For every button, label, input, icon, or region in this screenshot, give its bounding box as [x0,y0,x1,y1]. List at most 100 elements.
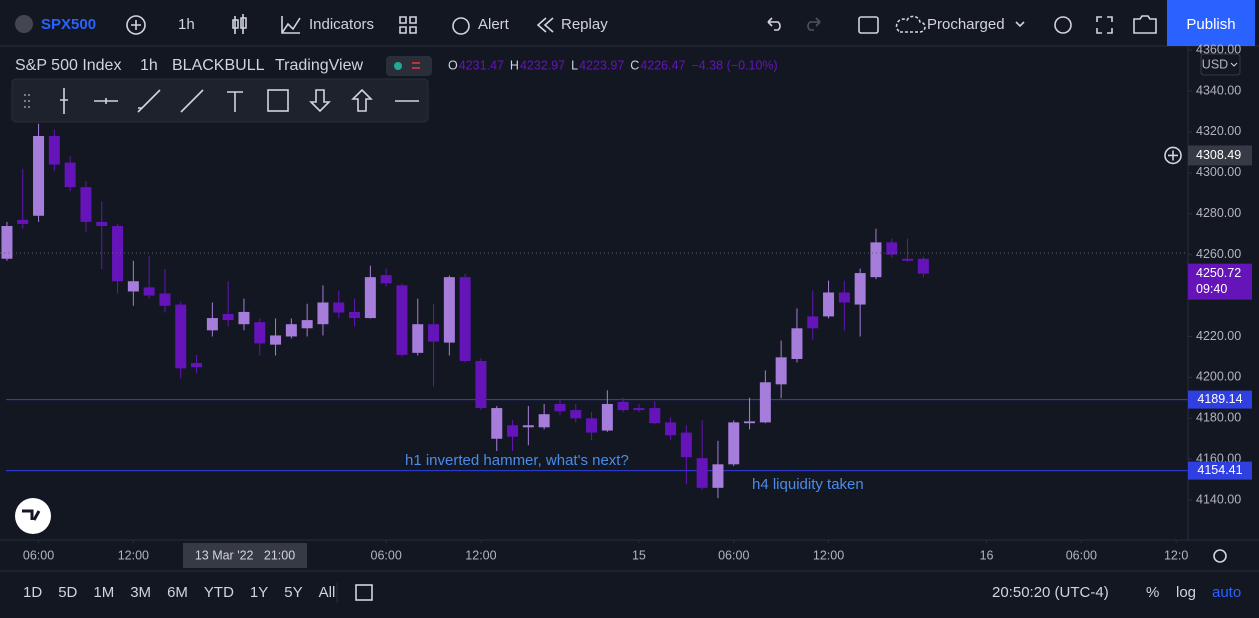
replay-button[interactable]: Replay [561,16,608,33]
ohlc-change: −4.38 (−0.10%) [692,58,778,72]
price-label-bg [1188,461,1252,480]
goto-date[interactable] [355,584,373,601]
range-button[interactable]: YTD [204,584,234,601]
annotation: h1 inverted hammer, what's next? [405,452,629,469]
tool-down[interactable] [309,89,331,113]
range-button[interactable]: 6M [167,584,188,601]
last-price: 4250.72 [1196,266,1241,280]
templates[interactable] [399,16,417,34]
x-tick-label: 12:00 [118,548,149,562]
x-tick-label: 12:00 [813,548,844,562]
alert-button[interactable]: Alert [478,16,510,33]
auto-toggle[interactable]: auto [1212,584,1241,601]
legend-title: S&P 500 Index [15,57,121,74]
range-button[interactable]: 1Y [250,584,268,601]
candle-body [159,293,171,306]
y-tick-label: 4220.00 [1196,329,1241,343]
y-tick-label: 4280.00 [1196,206,1241,220]
ohlc-key: H [510,58,519,72]
tool-vline[interactable] [60,88,68,114]
indicators-button[interactable]: Indicators [309,16,374,33]
last-price-bg [1188,263,1252,300]
crosshair-time: 13 Mar '22 21:00 [195,548,295,562]
candle-body [680,432,692,458]
range-button[interactable]: 3M [130,584,151,601]
currency-dropdown [1230,62,1238,67]
layout-dropdown[interactable] [1015,21,1025,28]
candle-body [96,221,108,227]
candle-body [428,324,440,342]
ohlc-value: 4231.47 [459,58,504,72]
tool-rect[interactable] [267,89,289,112]
range-button[interactable]: 1D [23,584,42,601]
tool-up[interactable] [351,88,373,112]
interval-button[interactable]: 1h [178,16,195,33]
y-tick-label: 4360.00 [1196,42,1241,56]
tool-hray[interactable] [94,98,118,104]
layout-name[interactable]: Procharged [927,16,1005,33]
candle-body [586,418,598,433]
range-button[interactable]: 5D [58,584,77,601]
x-tick-label: 06:00 [23,548,54,562]
add-symbol[interactable] [126,15,146,35]
candle-body [823,292,835,317]
candle-body [175,304,187,369]
publish-bg[interactable] [1167,0,1255,46]
candle-body [254,322,266,344]
candle-body [712,464,724,488]
candle-body [475,361,487,409]
candle-body [222,313,234,321]
candle-body [127,281,139,292]
price-label: 4189.14 [1197,392,1242,406]
y-tick-label: 4180.00 [1196,411,1241,425]
x-tick-label: 06:00 [371,548,402,562]
y-tick-label: 4260.00 [1196,247,1241,261]
range-button[interactable]: 1M [93,584,114,601]
candle-body [870,242,882,278]
symbol[interactable]: SPX500 [41,16,96,33]
currency[interactable]: USD [1202,57,1228,71]
symbol-icon [15,15,33,33]
settings[interactable] [1054,16,1072,34]
candle-body [601,403,613,431]
x-tick-label: 15 [632,548,646,562]
status-icon [412,62,420,69]
ohlc-legend: O 4231.47 H 4232.97 L 4223.97 C 4226.47 −4.38 (−… [448,58,778,72]
tool-text[interactable] [227,91,243,112]
drag-handle[interactable] [24,94,30,108]
axis-settings[interactable] [1213,549,1227,563]
candle-body [838,292,850,303]
candle-body [649,408,661,424]
x-tick-label: 12:00 [465,548,496,562]
percent-toggle[interactable]: % [1146,584,1159,601]
candle-body [459,277,471,362]
range-button[interactable]: 5Y [284,584,302,601]
log-toggle[interactable]: log [1176,584,1196,601]
candle-body [238,311,250,325]
replay-icon [536,17,554,33]
redo[interactable] [807,17,821,31]
undo[interactable] [767,17,781,31]
crosshair-add-icon [1168,150,1178,161]
countdown: 09:40 [1196,282,1227,296]
clock[interactable]: 20:50:20 (UTC-4) [992,584,1109,601]
snapshot[interactable] [1133,15,1157,34]
cloud-icon [895,15,926,33]
candle-body [507,425,519,437]
publish-button[interactable]: Publish [1186,16,1235,33]
chart-type[interactable] [232,14,247,34]
crosshair-add[interactable] [1164,146,1182,165]
candle-body [617,401,629,411]
tool-arrow[interactable] [137,89,161,113]
currency-box[interactable] [1200,53,1241,76]
y-tick-label: 4140.00 [1196,492,1241,506]
status-badge [386,56,432,76]
tool-trend[interactable] [180,89,204,113]
fullscreen[interactable] [1096,16,1113,34]
range-button[interactable]: All [319,584,336,601]
layout-select[interactable] [858,16,879,34]
ohlc-value: 4226.47 [640,58,685,72]
x-tick-label: 06:00 [718,548,749,562]
candle-body [112,226,124,282]
